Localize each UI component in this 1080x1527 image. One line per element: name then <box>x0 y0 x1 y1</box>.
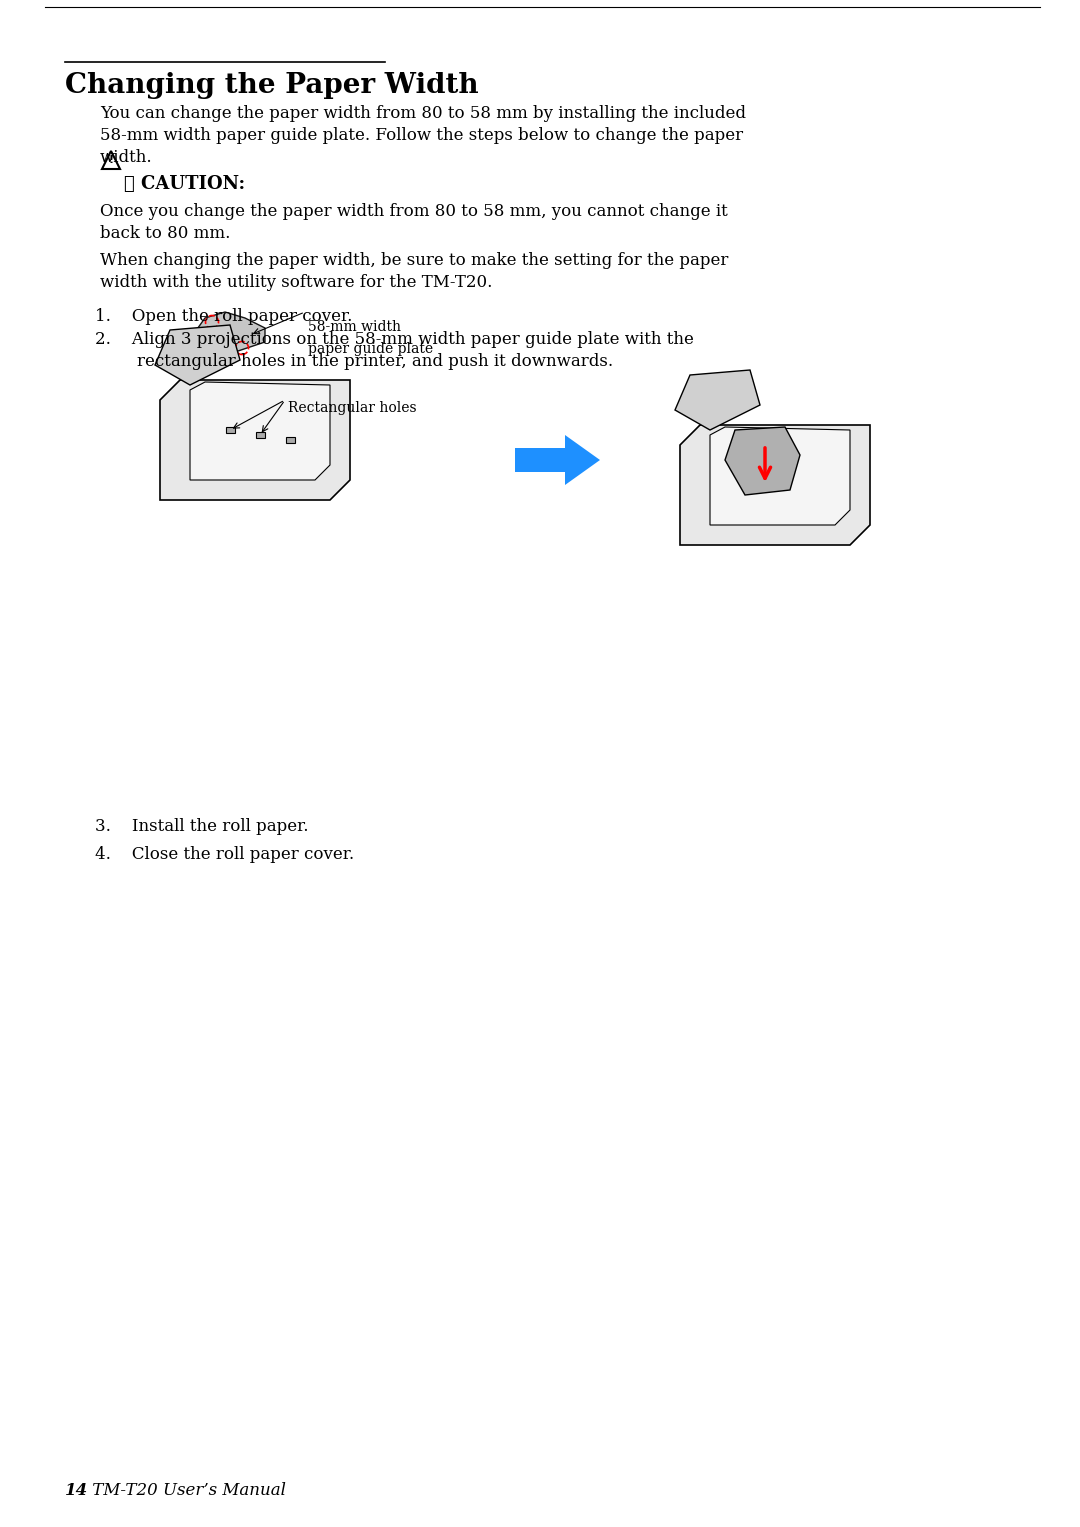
Polygon shape <box>680 425 870 545</box>
Text: 4.    Close the roll paper cover.: 4. Close the roll paper cover. <box>95 846 354 863</box>
Polygon shape <box>195 312 265 353</box>
Text: When changing the paper width, be sure to make the setting for the paper: When changing the paper width, be sure t… <box>100 252 728 269</box>
Text: TM-T20 User’s Manual: TM-T20 User’s Manual <box>87 1483 286 1500</box>
Polygon shape <box>725 428 800 495</box>
Polygon shape <box>515 435 600 486</box>
Text: 14: 14 <box>65 1483 89 1500</box>
Polygon shape <box>675 370 760 431</box>
Text: Changing the Paper Width: Changing the Paper Width <box>65 72 478 99</box>
Text: 58-mm width: 58-mm width <box>308 321 401 334</box>
Text: 2.    Align 3 projections on the 58-mm width paper guide plate with the: 2. Align 3 projections on the 58-mm widt… <box>95 331 693 348</box>
Text: Once you change the paper width from 80 to 58 mm, you cannot change it: Once you change the paper width from 80 … <box>100 203 728 220</box>
Text: 58-mm width paper guide plate. Follow the steps below to change the paper: 58-mm width paper guide plate. Follow th… <box>100 127 743 144</box>
Text: back to 80 mm.: back to 80 mm. <box>100 224 230 241</box>
Polygon shape <box>156 325 240 385</box>
Text: rectangular holes in the printer, and push it downwards.: rectangular holes in the printer, and pu… <box>95 353 613 370</box>
FancyBboxPatch shape <box>285 437 295 443</box>
Text: You can change the paper width from 80 to 58 mm by installing the included: You can change the paper width from 80 t… <box>100 105 746 122</box>
Text: Rectangular holes: Rectangular holes <box>288 402 417 415</box>
Text: width with the utility software for the TM-T20.: width with the utility software for the … <box>100 273 492 292</box>
Text: 3.    Install the roll paper.: 3. Install the roll paper. <box>95 818 309 835</box>
FancyBboxPatch shape <box>256 432 265 438</box>
Text: paper guide plate: paper guide plate <box>308 342 433 356</box>
Text: width.: width. <box>100 150 152 166</box>
Polygon shape <box>160 380 350 499</box>
Polygon shape <box>710 428 850 525</box>
Text: !: ! <box>108 156 113 165</box>
FancyBboxPatch shape <box>226 428 234 434</box>
Text: 1.    Open the roll paper cover.: 1. Open the roll paper cover. <box>95 308 352 325</box>
Text: ⚠ CAUTION:: ⚠ CAUTION: <box>124 176 245 192</box>
Polygon shape <box>190 382 330 479</box>
